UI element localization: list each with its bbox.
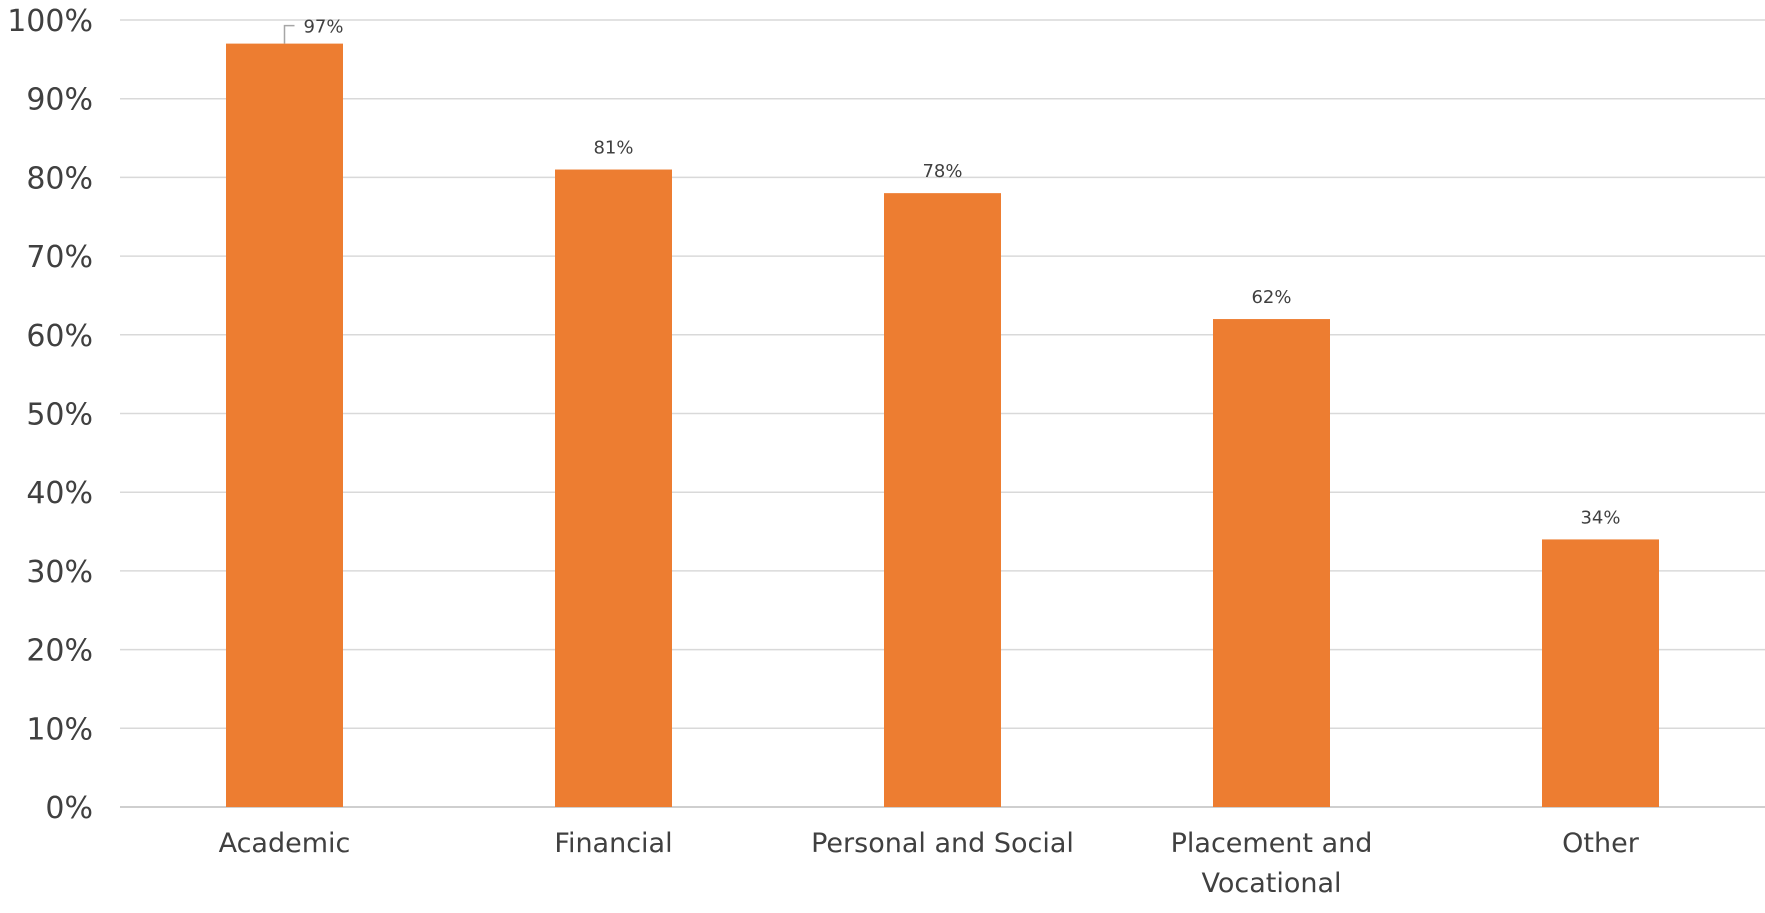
- data-label-leader-line: [283, 24, 295, 44]
- y-tick-label: 60%: [26, 319, 93, 354]
- x-tick-label-line: Academic: [219, 828, 351, 859]
- x-tick-label-line: Financial: [554, 828, 672, 859]
- bar: [555, 169, 672, 807]
- data-label: 97%: [303, 17, 343, 38]
- y-tick-label: 80%: [26, 161, 93, 196]
- bar: [226, 43, 343, 808]
- bar: [1542, 539, 1659, 807]
- y-tick-label: 50%: [26, 398, 93, 433]
- x-axis-tick-labels: Academic Financial Personal and Social Plac…: [219, 828, 1640, 899]
- y-tick-label: 100%: [7, 4, 93, 39]
- bars: [226, 43, 1659, 808]
- bar: [884, 193, 1001, 807]
- x-tick-label: Academic: [219, 828, 351, 859]
- x-tick-label: Other: [1562, 828, 1640, 859]
- x-tick-label: Placement and Vocational: [1171, 828, 1373, 899]
- data-labels: 97% 81% 78% 62% 34%: [283, 17, 1621, 528]
- x-tick-label: Personal and Social: [811, 828, 1074, 859]
- y-tick-label: 30%: [26, 555, 93, 590]
- x-tick-label-line: Vocational: [1201, 868, 1341, 899]
- x-tick-label: Financial: [554, 828, 672, 859]
- data-label: 78%: [922, 161, 962, 182]
- data-label: 62%: [1251, 287, 1291, 308]
- x-tick-label-line: Placement and: [1171, 828, 1373, 859]
- bar: [1213, 319, 1330, 807]
- y-tick-label: 90%: [26, 83, 93, 118]
- x-tick-label-line: Personal and Social: [811, 828, 1074, 859]
- y-tick-label: 0%: [45, 791, 93, 826]
- y-axis-tick-labels: 0% 10% 20% 30% 40% 50% 60% 70% 80% 90% 100%: [7, 4, 93, 826]
- y-tick-label: 70%: [26, 240, 93, 275]
- x-tick-label-line: Other: [1562, 828, 1640, 859]
- data-label: 81%: [593, 138, 633, 159]
- y-tick-label: 10%: [26, 712, 93, 747]
- y-tick-label: 40%: [26, 476, 93, 511]
- y-tick-label: 20%: [26, 634, 93, 669]
- data-label: 34%: [1580, 507, 1620, 528]
